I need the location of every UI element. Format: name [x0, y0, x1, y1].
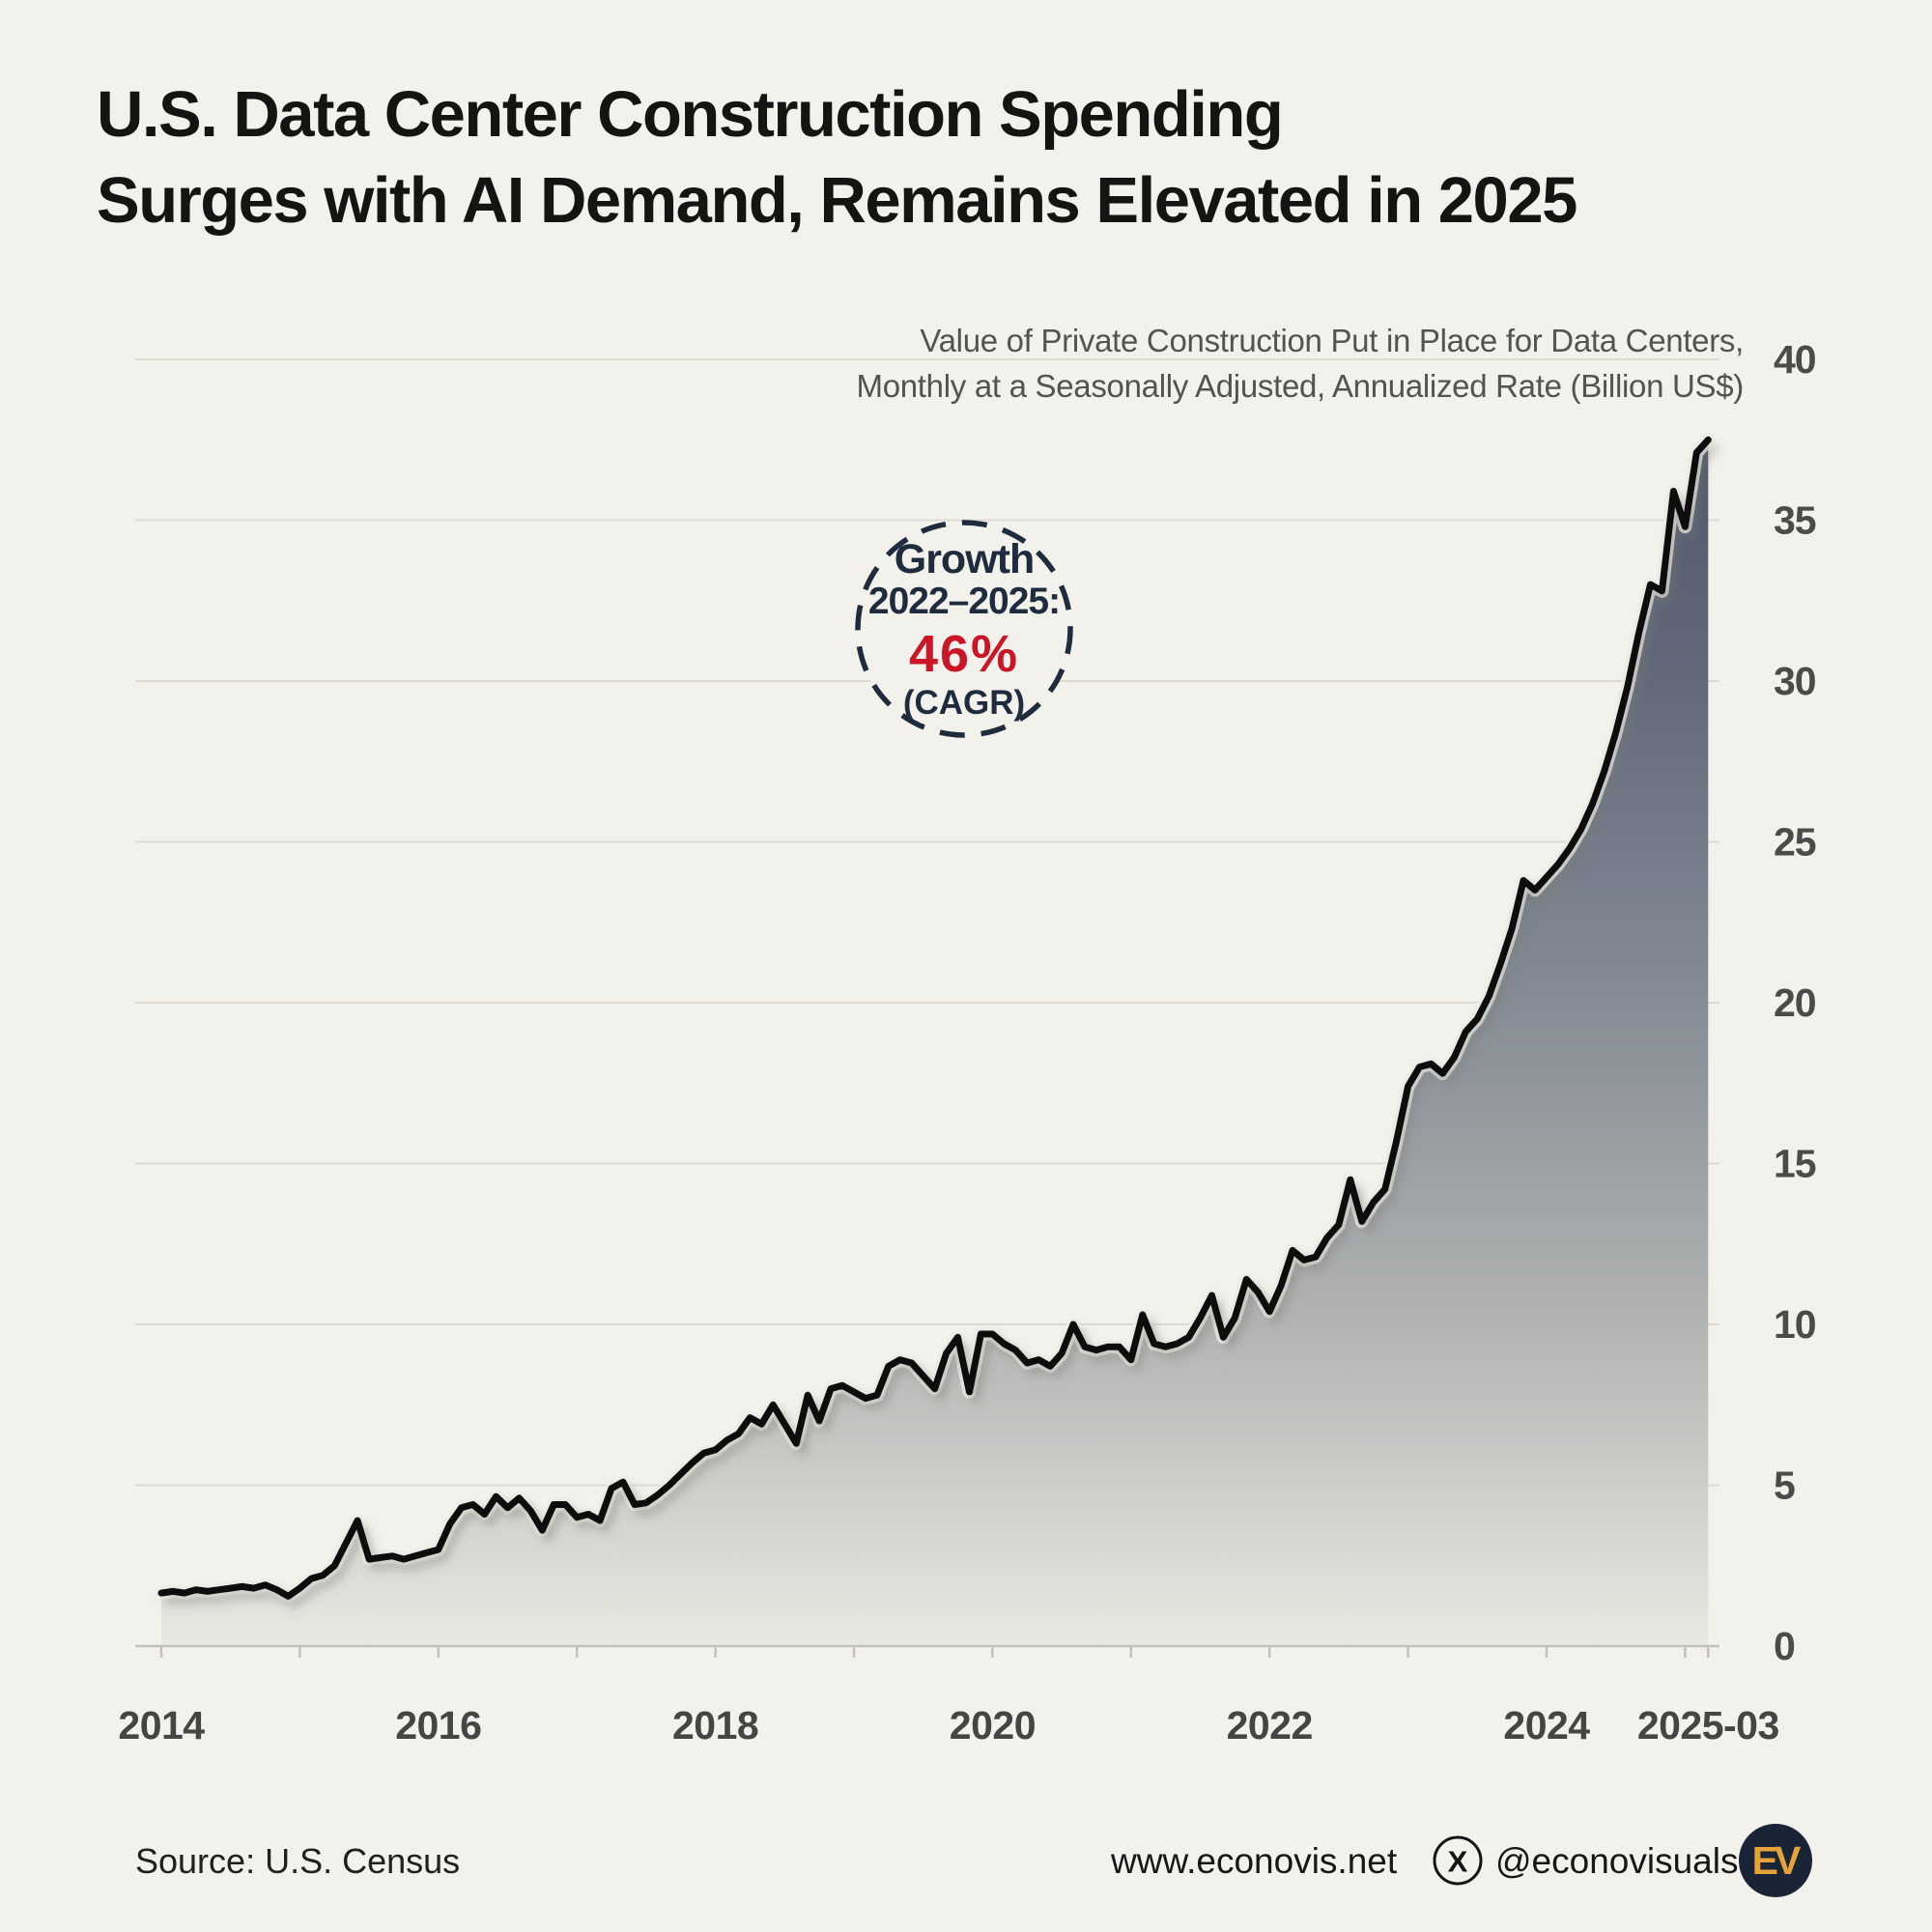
y-axis-label: 15 [1774, 1142, 1816, 1186]
y-axis-label: 40 [1774, 337, 1816, 382]
x-axis-label: 2018 [672, 1703, 758, 1747]
area-fill [161, 440, 1709, 1646]
x-axis-label: 2016 [395, 1703, 481, 1747]
x-axis-label: 2022 [1227, 1703, 1313, 1747]
ev-logo-text: EV [1751, 1837, 1802, 1883]
x-logo-icon[interactable]: X [1431, 1833, 1485, 1888]
growth-value: 46% [908, 625, 1020, 684]
growth-period: 2022–2025: [867, 581, 1061, 623]
title-line-2: Surges with AI Demand, Remains Elevated … [97, 164, 1577, 238]
growth-heading: Growth [894, 535, 1035, 582]
dashed-circle [855, 520, 1073, 738]
subtitle-line-2: Monthly at a Seasonally Adjusted, Annual… [856, 367, 1745, 404]
page-title: U.S. Data Center Construction Spending S… [97, 71, 1577, 243]
x-axis-label: 2014 [118, 1703, 205, 1747]
y-axis-label: 20 [1774, 980, 1816, 1025]
y-axis-label: 30 [1774, 659, 1816, 703]
data-line [157, 436, 1712, 1600]
svg-text:X: X [1448, 1845, 1468, 1879]
growth-annotation: Growth 2022–2025: 46% (CAGR) [853, 518, 1075, 740]
website-link[interactable]: www.econovis.net [1111, 1841, 1398, 1881]
source-note: Source: U.S. Census [135, 1841, 461, 1881]
y-axis-label: 25 [1774, 820, 1816, 865]
y-axis-label: 5 [1774, 1463, 1795, 1508]
y-axis-label: 0 [1774, 1624, 1795, 1668]
x-axis-label: 2020 [950, 1703, 1036, 1747]
social-handle[interactable]: @econovisuals [1495, 1841, 1739, 1881]
x-axis-label: 2025-03 [1637, 1703, 1779, 1747]
title-line-1: U.S. Data Center Construction Spending [97, 78, 1284, 151]
y-axis-label: 10 [1774, 1302, 1816, 1347]
chart-subtitle: Value of Private Construction Put in Pla… [856, 319, 1745, 410]
y-axis-label: 35 [1774, 498, 1816, 543]
subtitle-line-1: Value of Private Construction Put in Pla… [920, 323, 1744, 358]
growth-note: (CAGR) [902, 683, 1026, 722]
ev-logo: EV [1739, 1824, 1812, 1897]
x-axis-label: 2024 [1503, 1703, 1590, 1747]
